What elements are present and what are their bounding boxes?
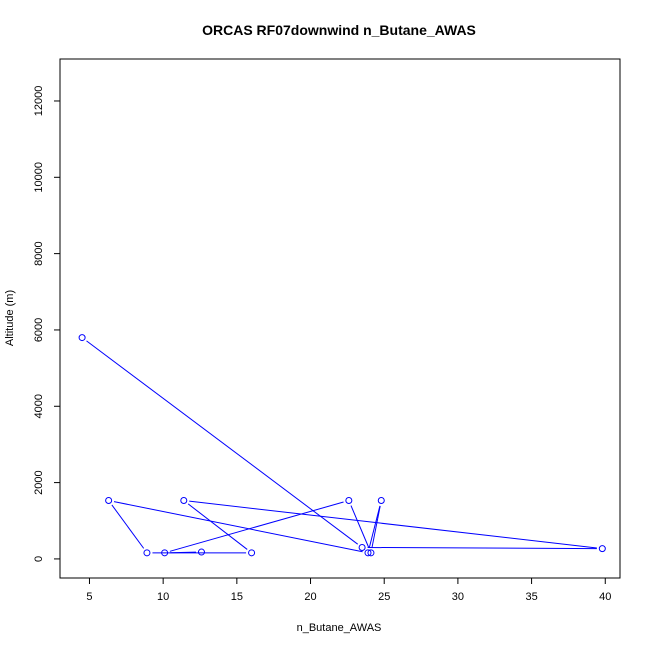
x-tick-label: 25 <box>378 591 390 603</box>
y-axis-label: Altitude (m) <box>4 290 16 346</box>
x-tick-label: 30 <box>452 591 464 603</box>
x-axis-label: n_Butane_AWAS <box>297 622 382 634</box>
series-segment <box>111 504 145 549</box>
data-point <box>598 545 606 553</box>
data-point <box>197 548 205 556</box>
y-tick-label: 4000 <box>33 394 45 418</box>
x-tick-label: 10 <box>157 591 169 603</box>
data-point <box>180 497 188 505</box>
plot-frame <box>59 58 621 579</box>
data-point <box>248 549 256 557</box>
x-axis: 5 10 15 20 25 30 35 40 <box>86 577 611 603</box>
series-segment <box>113 501 363 553</box>
data-point <box>161 549 169 557</box>
series-segment <box>350 505 370 548</box>
y-tick-label: 8000 <box>33 241 45 265</box>
x-tick-label: 40 <box>599 591 611 603</box>
y-tick-label: 2000 <box>33 470 45 494</box>
data-point <box>367 549 375 557</box>
series-segment <box>187 503 248 550</box>
data-point <box>358 543 366 551</box>
series-segment <box>86 340 359 545</box>
series-segment <box>368 505 381 548</box>
data-point <box>377 497 385 505</box>
chart-title: ORCAS RF07downwind n_Butane_AWAS <box>202 22 476 38</box>
y-tick-label: 12000 <box>33 86 45 117</box>
x-tick-label: 20 <box>304 591 316 603</box>
series-segment <box>170 551 196 554</box>
data-point <box>143 549 151 557</box>
y-tick-label: 0 <box>33 556 45 562</box>
y-axis: 0 2000 4000 6000 8000 10000 12000 <box>33 86 61 562</box>
data-point <box>105 497 113 505</box>
series-segment <box>189 500 597 549</box>
data-point <box>364 549 372 557</box>
x-tick-label: 35 <box>525 591 537 603</box>
x-tick-label: 15 <box>231 591 243 603</box>
series-segment <box>371 505 381 548</box>
x-tick-label: 5 <box>86 591 92 603</box>
series-segment <box>367 546 597 550</box>
data-point <box>78 334 86 342</box>
series-n-butane-awas <box>78 334 606 557</box>
series-segment <box>169 501 344 552</box>
y-tick-label: 6000 <box>33 318 45 342</box>
y-tick-label: 10000 <box>33 162 45 193</box>
data-point <box>345 497 353 505</box>
